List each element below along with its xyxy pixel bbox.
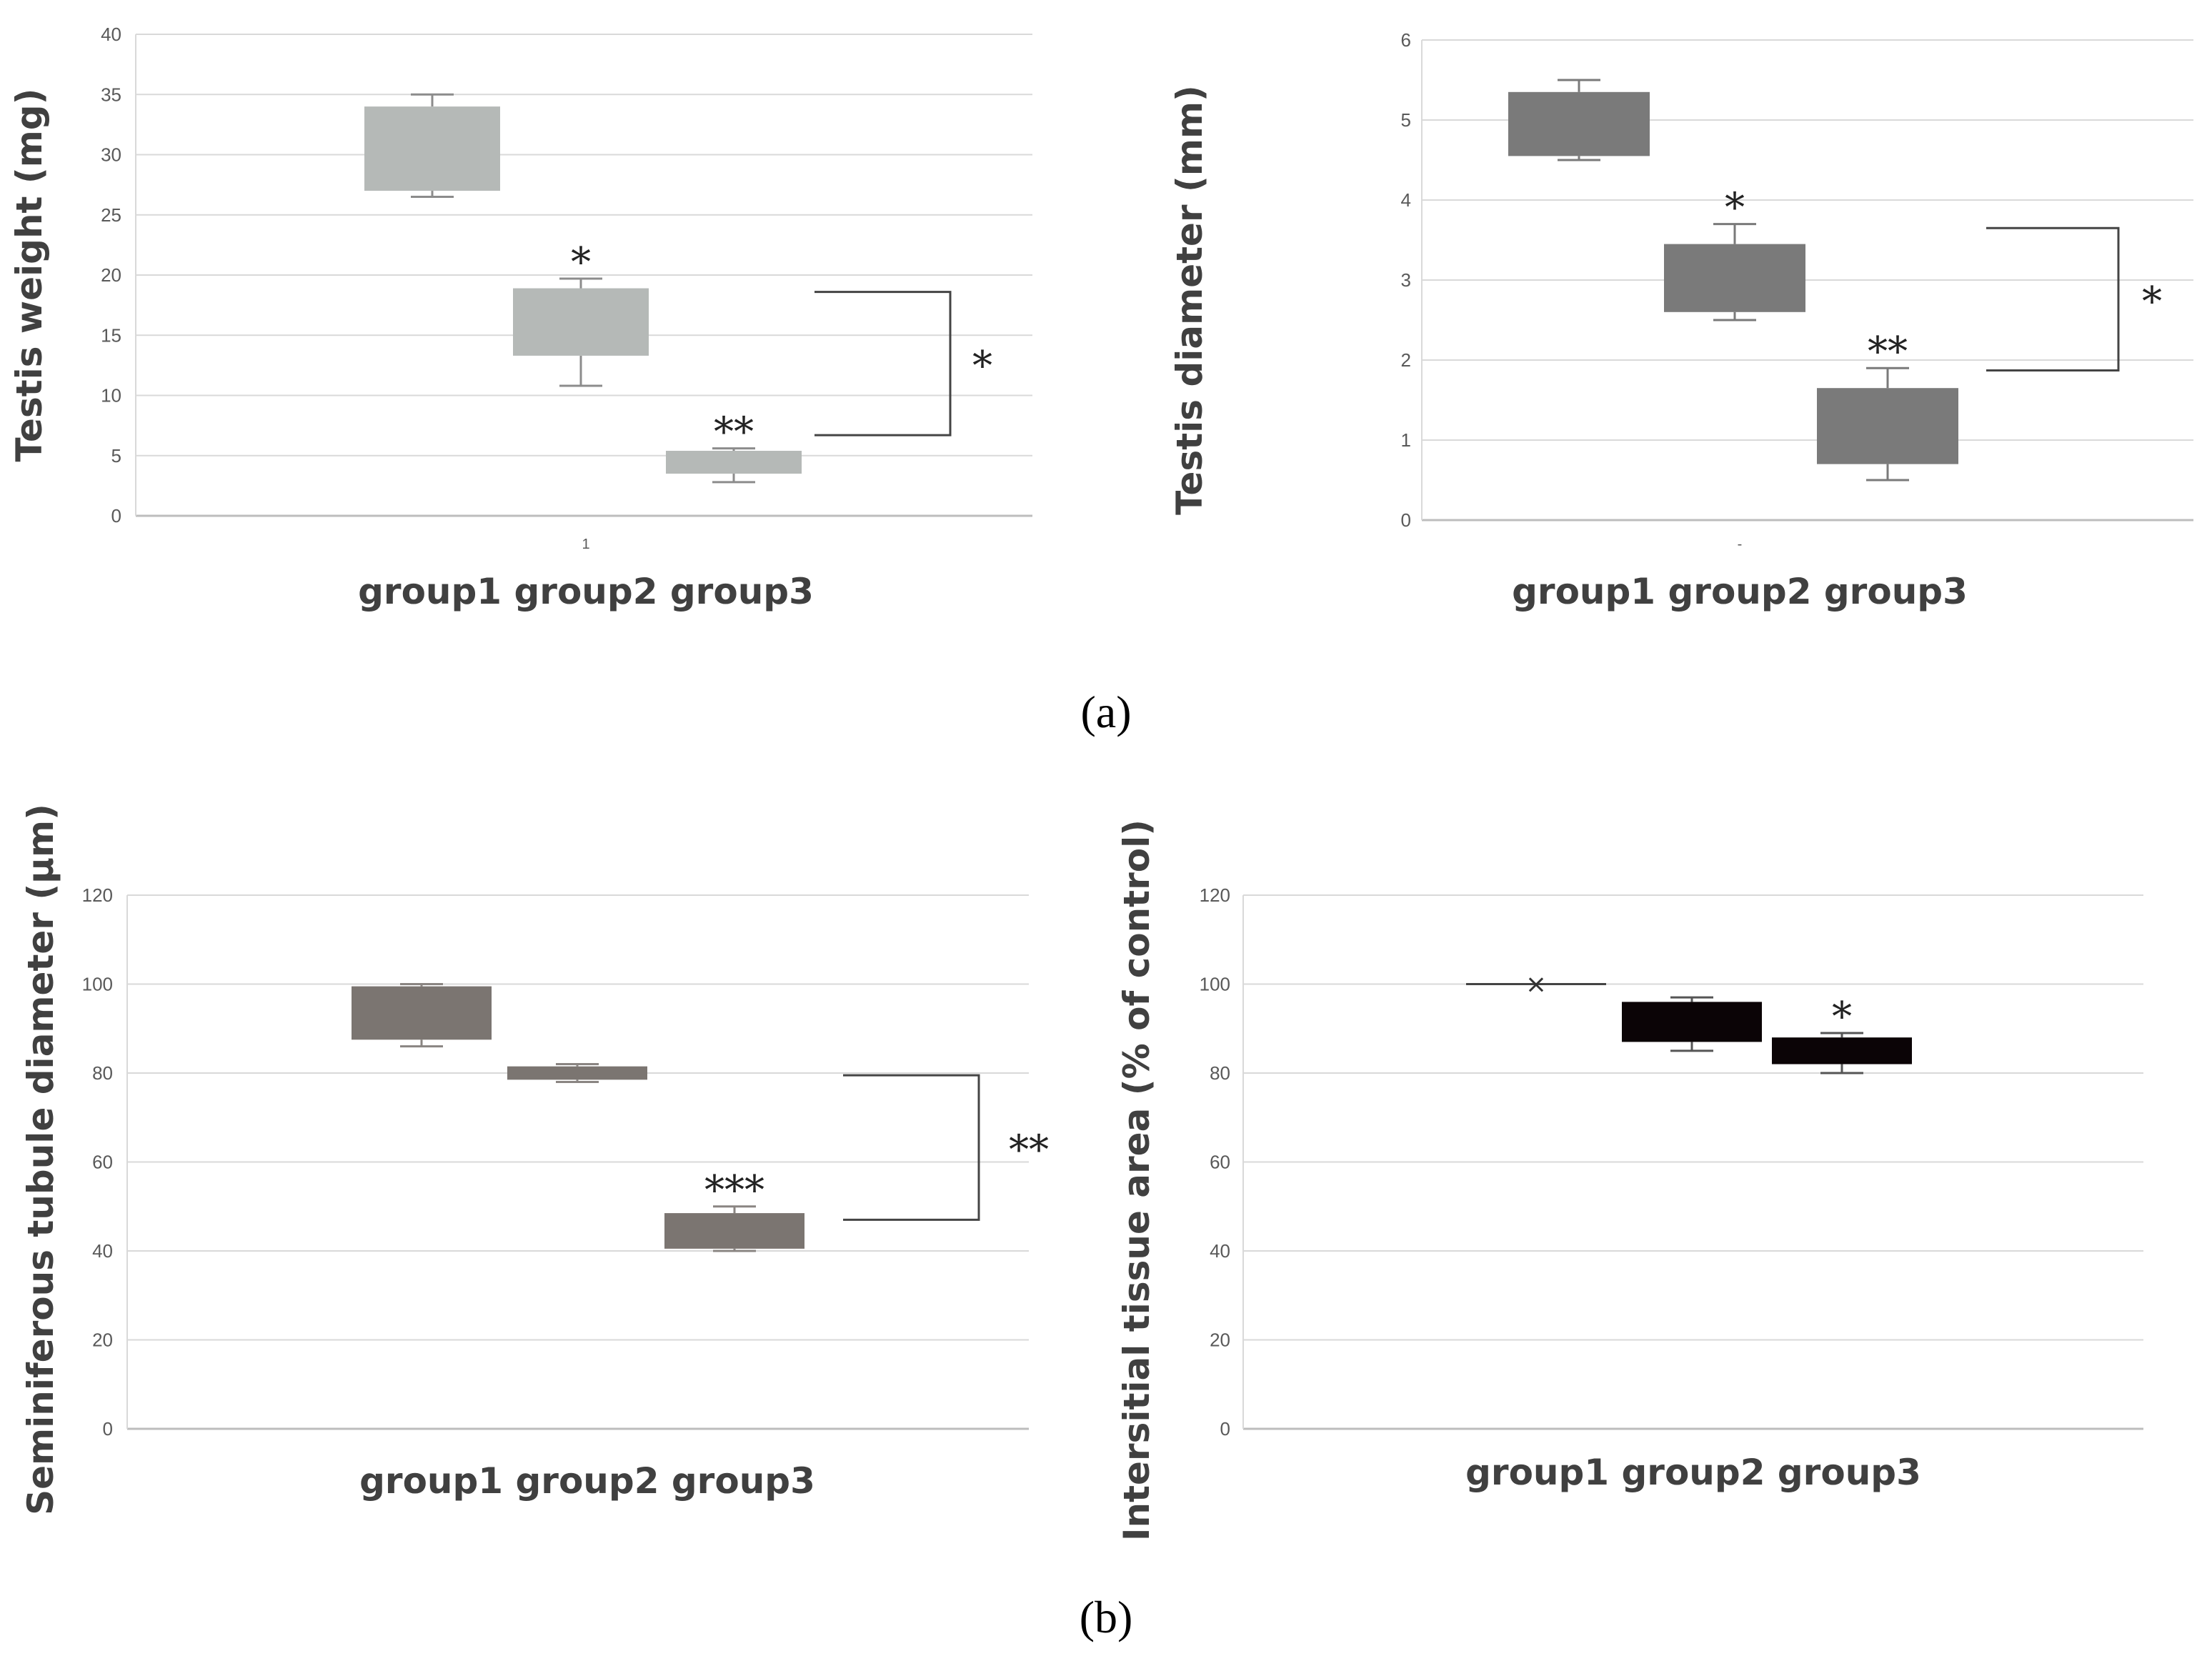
y-tick-label: 100 (82, 974, 113, 995)
y-axis-label: Intersitial tissue area (% of control) (1116, 819, 1157, 1541)
y-tick-label: 120 (82, 884, 113, 906)
significance-label: * (1725, 185, 1745, 231)
x-axis-label: group1 group2 group3 (1512, 571, 1968, 612)
y-tick-label: 20 (92, 1330, 113, 1351)
significance-label: * (1832, 994, 1852, 1040)
box-iqr (507, 1066, 647, 1080)
y-tick-label: 10 (101, 385, 121, 406)
box-iqr (1508, 91, 1650, 156)
x-axis-marker: 1 (582, 537, 589, 552)
y-tick-label: 30 (101, 144, 121, 166)
bracket-label: ** (1009, 1127, 1049, 1173)
box-group2 (507, 1063, 647, 1083)
y-tick-label: 40 (1210, 1240, 1230, 1262)
panel-label-b: (b) (1080, 1592, 1133, 1642)
y-axis-label: Testis diameter (mm) (1169, 85, 1210, 515)
significance-label: *** (704, 1167, 764, 1214)
y-tick-label: 0 (1220, 1418, 1230, 1440)
box-group3: ** (1817, 329, 1958, 482)
y-tick-label: 25 (101, 204, 121, 226)
y-tick-label: 6 (1401, 29, 1411, 51)
box-iqr (1817, 388, 1958, 464)
significance-bracket (814, 291, 952, 437)
y-tick-label: 60 (1210, 1152, 1230, 1173)
bracket-label: * (972, 343, 992, 389)
box-group2 (1622, 996, 1762, 1052)
y-tick-label: 100 (1200, 974, 1230, 995)
y-axis-label: Seminiferous tubule diameter (µm) (20, 804, 61, 1515)
chart-2: 0 1 2 3 4 5 6 Testis diameter (mm) group1 group2… (1169, 29, 2193, 612)
y-tick-label: 4 (1401, 189, 1411, 211)
y-tick-label: 0 (103, 1418, 113, 1440)
box-group2: * (513, 239, 649, 387)
mean-marker: × (1525, 970, 1547, 999)
box-iqr (352, 986, 492, 1040)
box-group1: × (1466, 970, 1606, 999)
box-group1 (1508, 79, 1650, 161)
box-iqr (1622, 1002, 1762, 1042)
significance-bracket (843, 1074, 980, 1221)
box-group3: * (1772, 994, 1912, 1074)
y-tick-label: 2 (1401, 349, 1411, 371)
x-axis-marker: - (1738, 537, 1743, 552)
chart-4: 0 20 40 60 80 100 120 Intersitial tissue area (… (1116, 819, 2143, 1541)
y-tick-label: 40 (92, 1240, 113, 1262)
box-iqr (513, 288, 649, 356)
chart-3: 0 20 40 60 80 100 120 Seminiferous tubule diame… (20, 804, 1049, 1515)
y-tick-label: 15 (101, 324, 121, 346)
y-tick-label: 80 (92, 1062, 113, 1084)
bracket-label: * (2142, 279, 2162, 325)
box-group1 (364, 93, 500, 198)
x-axis-label: group1 group2 group3 (1465, 1452, 1921, 1493)
y-tick-label: 5 (111, 445, 121, 467)
y-tick-label: 35 (101, 84, 121, 105)
y-tick-label: 20 (101, 264, 121, 286)
significance-label: ** (714, 409, 754, 456)
y-tick-label: 120 (1200, 884, 1230, 906)
box-iqr (1664, 244, 1805, 312)
panel-label-a: (a) (1080, 687, 1131, 737)
y-tick-label: 0 (1401, 509, 1411, 531)
box-iqr (666, 451, 802, 474)
significance-label: ** (1868, 329, 1908, 375)
significance-label: * (571, 239, 591, 286)
box-group2: * (1664, 185, 1805, 321)
y-tick-label: 1 (1401, 429, 1411, 451)
box-iqr (364, 106, 500, 191)
y-tick-label: 80 (1210, 1062, 1230, 1084)
y-tick-label: 5 (1401, 109, 1411, 131)
box-iqr (1772, 1037, 1912, 1064)
y-tick-label: 40 (101, 24, 121, 45)
y-tick-label: 0 (111, 505, 121, 527)
box-group3: ** (666, 409, 802, 484)
y-axis-label: Testis weight (mg) (9, 89, 50, 462)
significance-bracket (1986, 226, 2120, 372)
box-iqr (664, 1213, 804, 1249)
x-axis-label: group1 group2 group3 (359, 1460, 815, 1502)
x-axis-label: group1 group2 group3 (358, 571, 814, 612)
box-group1 (352, 983, 492, 1048)
y-tick-label: 60 (92, 1152, 113, 1173)
y-tick-label: 20 (1210, 1330, 1230, 1351)
y-tick-label: 3 (1401, 269, 1411, 291)
chart-1: 0 5 10 15 20 25 30 35 40 Testis weight (mg) group1… (9, 24, 1032, 612)
box-group3: *** (664, 1167, 804, 1252)
